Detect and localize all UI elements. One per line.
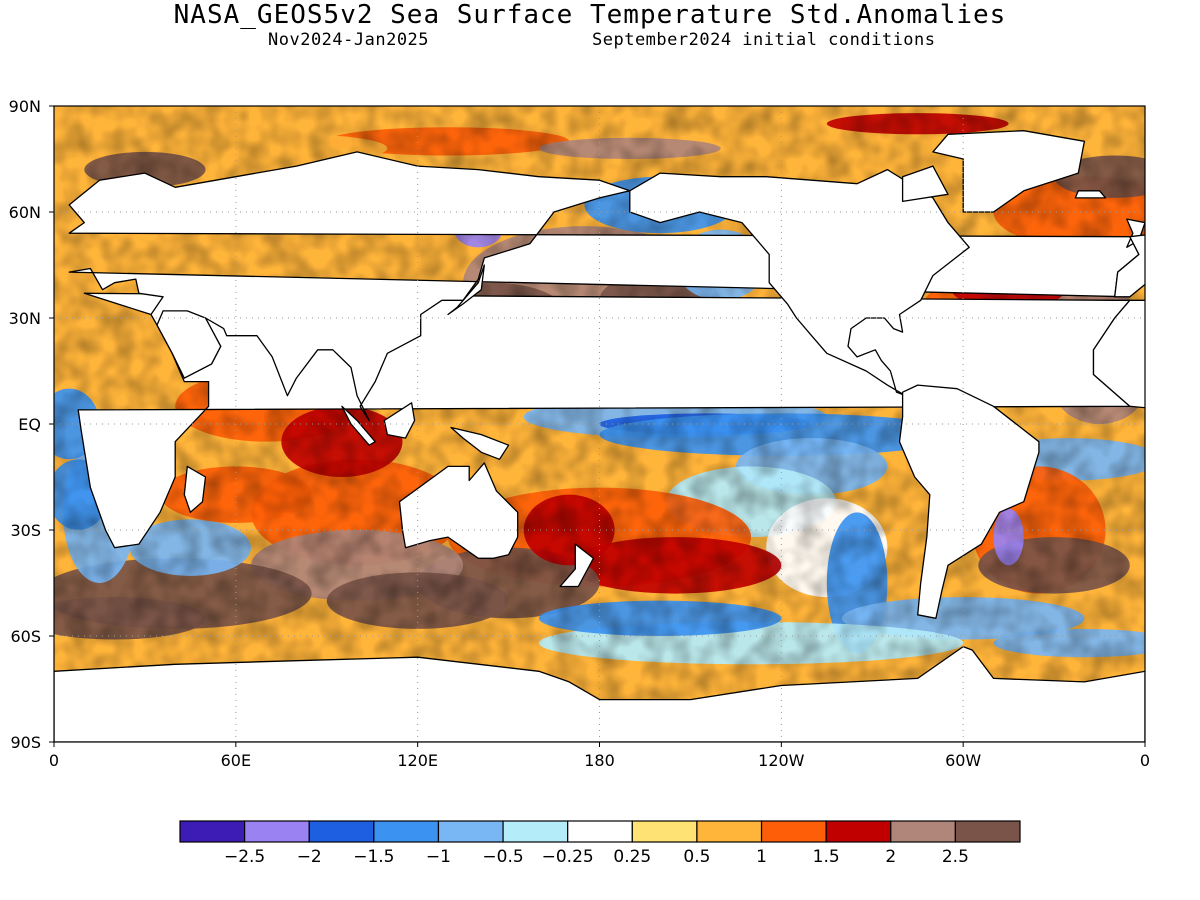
lon-label: 120E: [397, 751, 438, 770]
colorbar-swatch: [890, 820, 956, 843]
landmass-baffin: [901, 165, 949, 203]
colorbar-label: −1.5: [353, 847, 394, 867]
lon-label: 60E: [221, 751, 251, 770]
landmass-madagascar: [183, 465, 207, 513]
lon-label: 0: [49, 751, 59, 770]
latitude-axis: 90N 60N 30N EQ 30S 60S 90S: [9, 97, 54, 752]
colorbar-label: −2.5: [224, 847, 265, 867]
colorbar-label: −1: [426, 847, 451, 867]
lat-label: 90S: [10, 733, 41, 752]
colorbar-label: 0.25: [613, 847, 651, 867]
landmass-greenland: [932, 130, 1086, 213]
colorbar-label: −0.25: [542, 847, 594, 867]
lat-label: 60N: [9, 203, 41, 222]
landmass-new-guinea: [450, 426, 510, 460]
colorbar-label: 2: [885, 847, 896, 867]
colorbar-swatch: [244, 820, 310, 843]
landmass-borneo: [383, 402, 416, 439]
colorbar-swatch: [179, 820, 246, 843]
colorbar-label: −0.5: [482, 847, 523, 867]
colorbar-label: 2.5: [942, 847, 969, 867]
land-mask: [54, 130, 1145, 742]
lat-label: 30S: [10, 521, 41, 540]
landmass-iceland: [1074, 190, 1107, 199]
landmass-new-zealand: [559, 543, 595, 588]
colorbar-label: −2: [297, 847, 322, 867]
landmass-south-america: [898, 384, 1040, 619]
colorbar-legend: −2.5 −2 −1.5 −1 −0.5 −0.25 0.25 0.5 1 1.5 2 2.5: [179, 820, 1021, 867]
initial-conditions: September2024 initial conditions: [592, 30, 936, 50]
colorbar-swatch: [760, 820, 827, 843]
forecast-period: Nov2024-Jan2025: [268, 30, 430, 50]
landmass-africa-wrap: [1092, 299, 1145, 409]
map-title: NASA_GEOS5v2 Sea Surface Temperature Std…: [173, 0, 1007, 30]
colorbar-swatch: [437, 820, 504, 843]
longitude-axis: 0 60E 120E 180 120W 60W 0: [49, 742, 1150, 770]
colorbar-swatch: [631, 820, 698, 843]
landmass-sumatra: [341, 405, 376, 446]
gridlines: [54, 106, 1145, 742]
lon-label: 60W: [945, 751, 981, 770]
colorbar-label: 1.5: [813, 847, 840, 867]
colorbar-swatch: [567, 820, 633, 843]
landmass-europe-wrap: [1113, 234, 1145, 298]
lat-label: EQ: [18, 415, 41, 434]
lon-label: 0: [1140, 751, 1150, 770]
colorbar-swatch: [502, 820, 569, 843]
lat-label: 60S: [10, 627, 41, 646]
landmass-europe-asia: [68, 151, 1140, 422]
landmass-japan: [447, 264, 485, 316]
colorbar-label: 1: [756, 847, 767, 867]
colorbar-swatch: [825, 820, 892, 843]
landmass-arabia-fill: [156, 310, 222, 379]
colorbar-swatch: [308, 820, 375, 843]
colorbar-label: 0.5: [683, 847, 710, 867]
colorbar-swatch: [696, 820, 763, 843]
lon-label: 120W: [758, 751, 805, 770]
lat-label: 30N: [9, 309, 41, 328]
colorbar-swatch: [954, 820, 1021, 843]
landmass-antarctica: [54, 645, 1145, 742]
landmass-australia: [398, 462, 519, 559]
lat-label: 90N: [9, 97, 41, 116]
lon-label: 180: [584, 751, 615, 770]
map-area: [54, 106, 1145, 742]
colorbar-swatch: [373, 820, 440, 843]
